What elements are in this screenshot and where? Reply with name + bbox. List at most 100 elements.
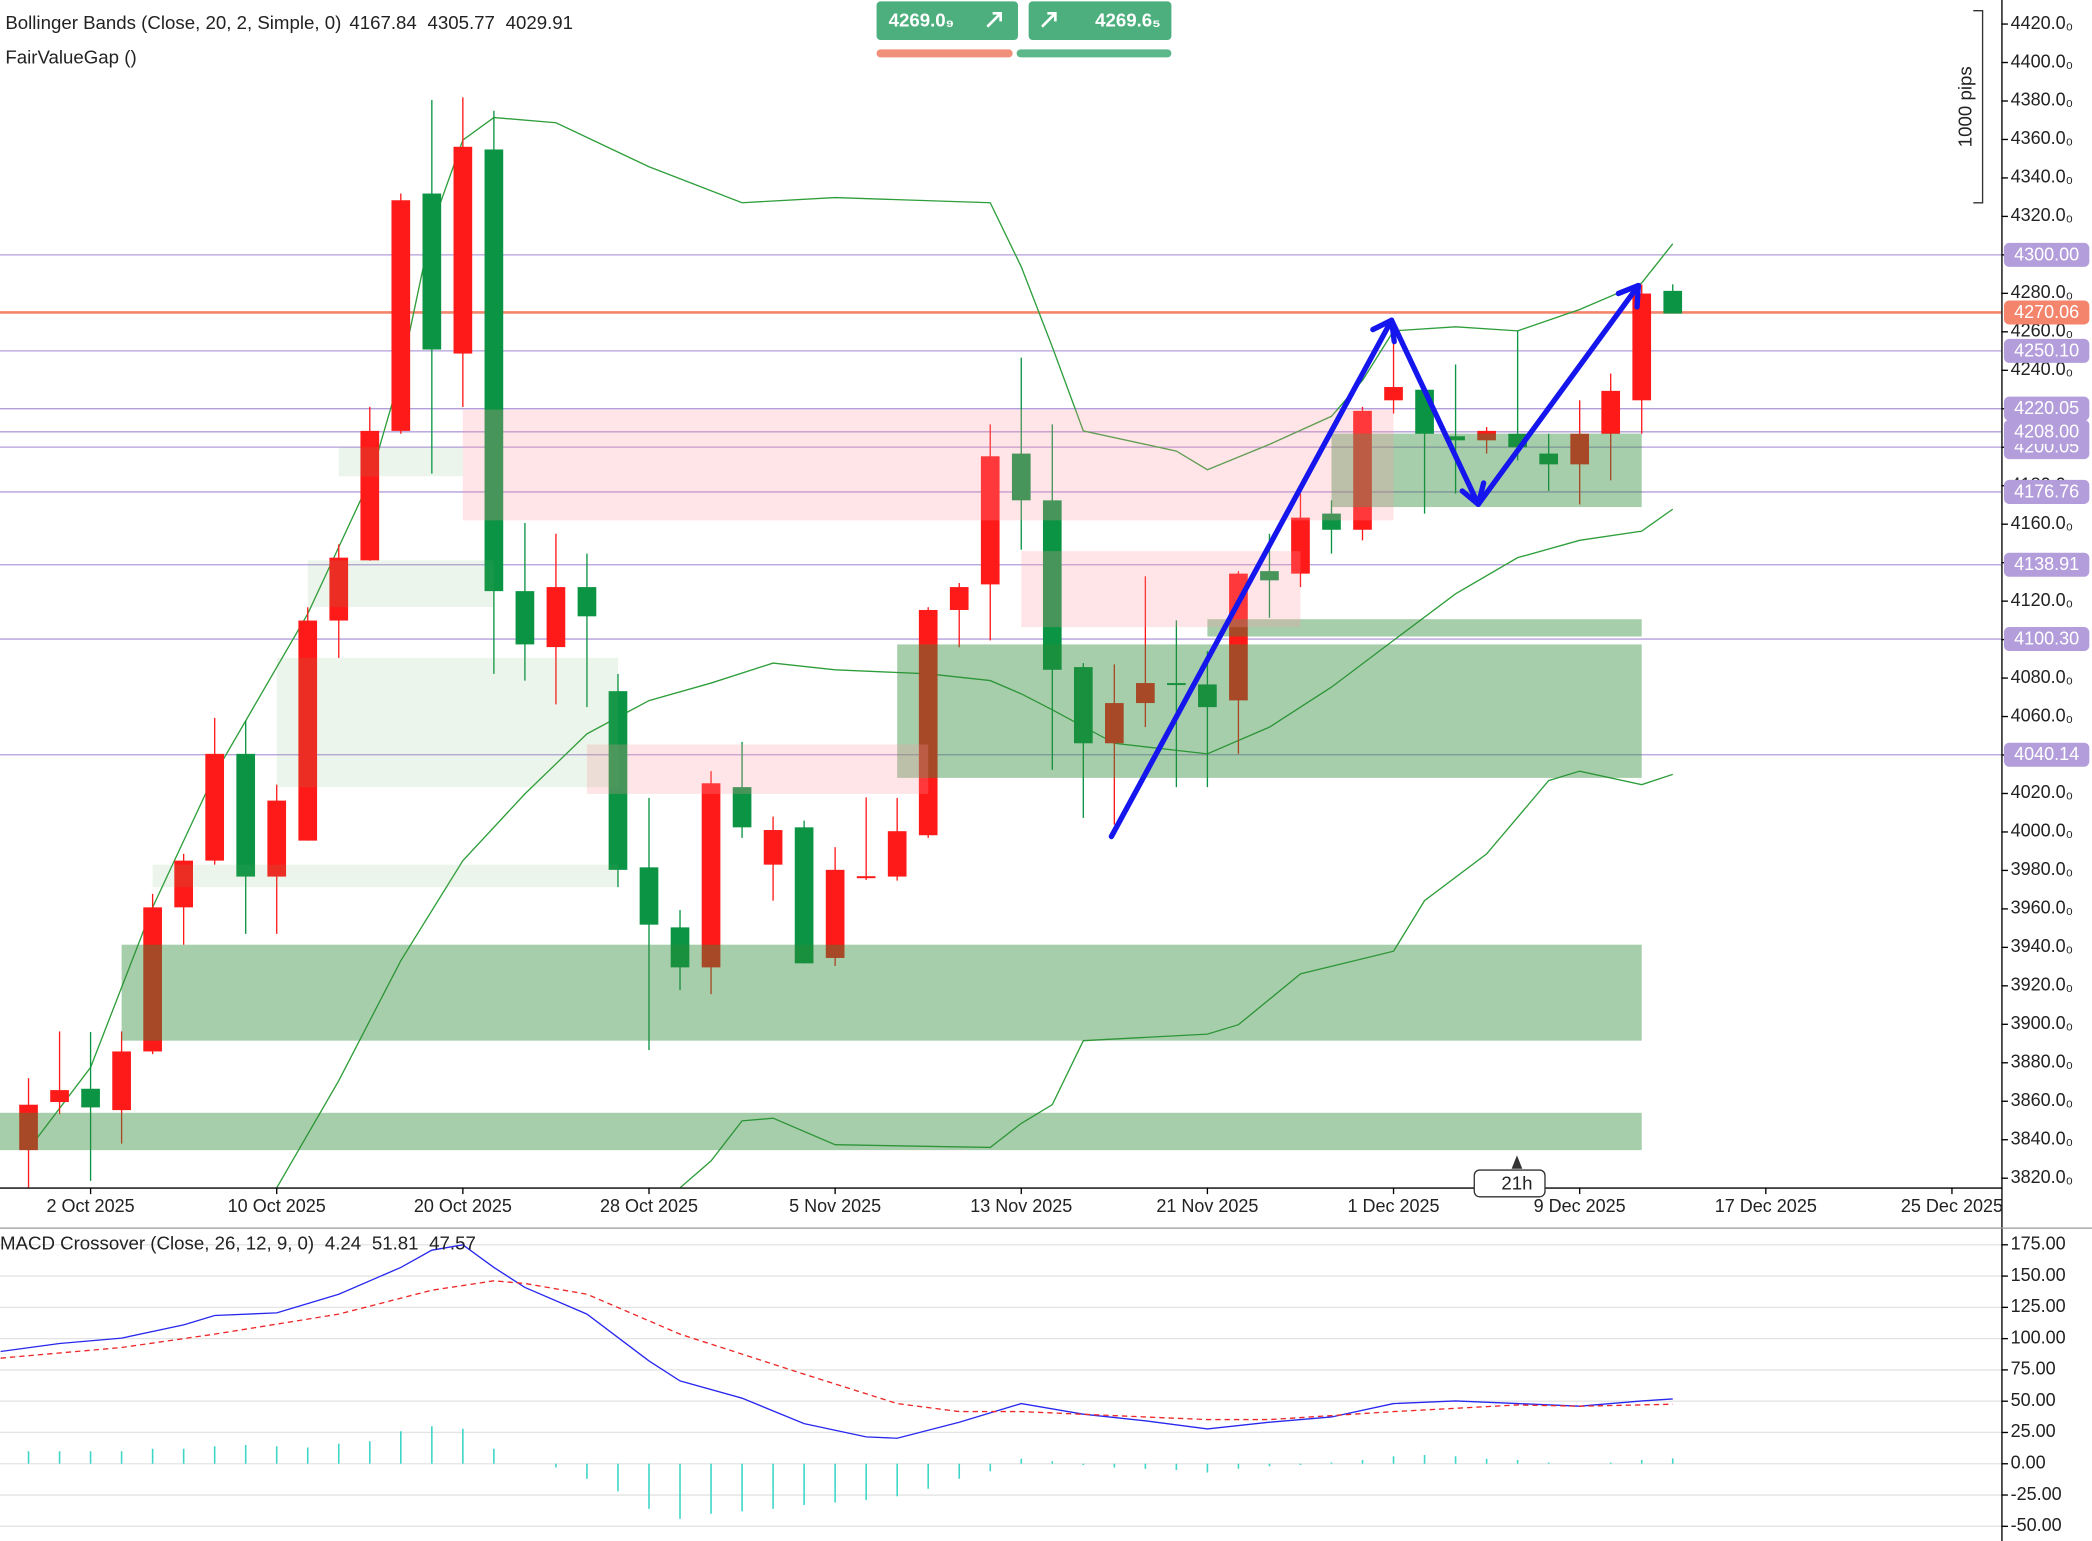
y-tick-label: 175.00 [2011, 1234, 2066, 1254]
fair-value-gap [338, 447, 463, 477]
candle-body [577, 587, 597, 617]
time-marker: 21h [1473, 1155, 1546, 1198]
y-tick-label: 3820.0₀ [2011, 1167, 2074, 1187]
level-tag [2003, 479, 2090, 504]
candle-body [670, 927, 690, 968]
level-label: 4040.14 [2014, 744, 2079, 764]
candle-body [1011, 453, 1031, 501]
x-tick-label: 25 Dec 2025 [1901, 1196, 2003, 1216]
macd-line [0, 1244, 1673, 1439]
bollinger-band [28, 116, 1674, 1150]
y-tick-label: 50.00 [2011, 1390, 2056, 1410]
legend-value: 4.24 [325, 1233, 361, 1254]
level-label: 4220.05 [2014, 398, 2079, 418]
candle-body [1663, 290, 1683, 314]
fair-value-gap [0, 1112, 1642, 1151]
candle-body [19, 1104, 38, 1151]
level-label: 4300.00 [2014, 244, 2079, 264]
candle-body [391, 200, 411, 431]
candle-body [1539, 453, 1558, 465]
y-tick-label: 3900.0₀ [2011, 1013, 2074, 1033]
arrow-head [1370, 317, 1397, 345]
time-label: 21h [1501, 1173, 1532, 1194]
x-tick-label: 13 Nov 2025 [970, 1196, 1072, 1216]
buy-bar [1016, 49, 1172, 58]
candle-body [732, 787, 752, 828]
y-tick-label: 75.00 [2011, 1359, 2056, 1379]
y-tick-label: 4260.0₀ [2011, 321, 2074, 341]
legend-value: 47.57 [429, 1233, 476, 1254]
candle-body [1353, 410, 1372, 530]
level-label: 4138.91 [2014, 554, 2079, 574]
candle-body [143, 907, 162, 1052]
candle-body [1632, 293, 1652, 401]
buy-button[interactable] [1028, 1, 1172, 41]
y-tick-label: 4420.0₀ [2011, 13, 2074, 33]
y-tick-label: 4380.0₀ [2011, 90, 2074, 110]
x-tick-label: 28 Oct 2025 [600, 1196, 698, 1216]
y-tick-label: 4240.0₀ [2011, 359, 2074, 379]
fair-value-gap [276, 657, 618, 788]
trend-arrows [1108, 282, 1642, 840]
candle-body [1167, 683, 1186, 686]
candle-body [1042, 500, 1062, 670]
y-tick-label: 4360.0₀ [2011, 128, 2074, 148]
arrow-head [1459, 480, 1487, 507]
y-tick-label: 4400.0₀ [2011, 51, 2074, 71]
y-tick-label: 4320.0₀ [2011, 205, 2074, 225]
candle-body [1260, 571, 1279, 581]
candle-body [1477, 430, 1496, 441]
candle-body [484, 149, 504, 592]
candle-body [1570, 433, 1590, 465]
buy-price[interactable]: 4269.6₅ [1095, 9, 1161, 30]
candle-body [1322, 513, 1341, 530]
level-label: 4100.30 [2014, 628, 2079, 648]
sell-button[interactable] [876, 1, 1018, 41]
y-tick-label: 3920.0₀ [2011, 975, 2074, 995]
y-tick-label: 150.00 [2011, 1265, 2066, 1285]
x-tick-label: 20 Oct 2025 [414, 1196, 512, 1216]
bollinger-band [276, 508, 1674, 1188]
fair-value-gap [586, 744, 929, 794]
trade-buttons: 4269.0₉ 4269.6₅ [876, 1, 1172, 58]
candle-body [1198, 684, 1217, 708]
indicator-label: Bollinger Bands (Close, 20, 2, Simple, 0… [5, 12, 341, 33]
x-tick-label: 10 Oct 2025 [228, 1196, 326, 1216]
candle-body [1073, 667, 1093, 744]
candle-body [298, 620, 318, 841]
indicator-value: 4167.84 [349, 12, 416, 33]
level-label: 4208.00 [2014, 421, 2079, 441]
y-tick-label: 4340.0₀ [2011, 167, 2074, 187]
x-tick-label: 1 Dec 2025 [1348, 1196, 1440, 1216]
ruler-bracket [1973, 10, 1984, 204]
level-tag [2003, 627, 2090, 652]
level-tag [2003, 396, 2090, 421]
candle-body [205, 753, 225, 861]
x-tick-label: 2 Oct 2025 [47, 1196, 135, 1216]
y-tick-label: 3980.0₀ [2011, 859, 2074, 879]
level-label: 4176.76 [2014, 481, 2079, 501]
time-marker-box [1473, 1169, 1546, 1198]
sell-price[interactable]: 4269.0₉ [889, 9, 954, 30]
x-tick-label: 21 Nov 2025 [1156, 1196, 1258, 1216]
legends: Bollinger Bands (Close, 20, 2, Simple, 0… [0, 12, 573, 1254]
level-tag [2003, 419, 2090, 444]
candle-body [236, 753, 256, 877]
candle-body [825, 869, 845, 958]
y-tick-label: 125.00 [2011, 1296, 2066, 1316]
macd-line [0, 1280, 1673, 1421]
candle-body [918, 609, 938, 836]
candle-body [546, 587, 566, 648]
level-label: 4270.06 [2014, 302, 2079, 322]
price-plot [0, 97, 2002, 1188]
candle-body [174, 860, 193, 908]
ruler: 1000 pips [1955, 10, 1984, 204]
indicator-value: 4029.91 [506, 12, 573, 33]
y-tick-label: -25.00 [2011, 1484, 2062, 1504]
level-label: 4250.10 [2014, 340, 2079, 360]
x-tick-label: 17 Dec 2025 [1715, 1196, 1817, 1216]
candle-body [887, 831, 907, 877]
buy-icon [1041, 12, 1057, 28]
